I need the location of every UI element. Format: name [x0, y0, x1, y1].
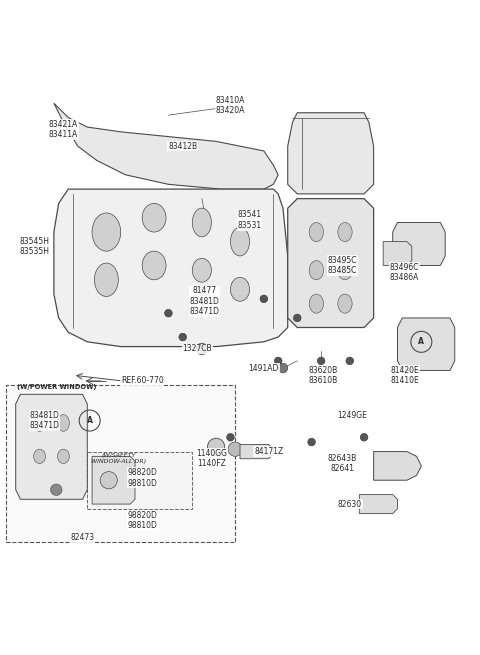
- Text: REF.60-770: REF.60-770: [121, 377, 164, 385]
- Text: 81477
83481D
83471D: 81477 83481D 83471D: [189, 286, 219, 316]
- Text: 1327CB: 1327CB: [182, 345, 212, 354]
- Circle shape: [293, 314, 301, 322]
- Circle shape: [275, 357, 282, 365]
- Polygon shape: [54, 103, 278, 189]
- Text: 83421A
83411A: 83421A 83411A: [49, 120, 78, 139]
- Circle shape: [100, 472, 117, 489]
- Polygon shape: [397, 318, 455, 371]
- Text: (W/SAFETY
WINDOW-ALL DR): (W/SAFETY WINDOW-ALL DR): [91, 453, 146, 464]
- Polygon shape: [360, 495, 397, 514]
- Ellipse shape: [230, 227, 250, 256]
- Ellipse shape: [338, 223, 352, 242]
- FancyBboxPatch shape: [87, 451, 192, 509]
- Text: 82643B
82641: 82643B 82641: [328, 454, 357, 473]
- Polygon shape: [393, 223, 445, 265]
- Ellipse shape: [34, 415, 46, 431]
- Text: 82473: 82473: [71, 533, 95, 542]
- Polygon shape: [16, 394, 87, 499]
- Ellipse shape: [230, 277, 250, 301]
- Text: 83496C
83486A: 83496C 83486A: [390, 263, 420, 282]
- Circle shape: [228, 442, 242, 457]
- Polygon shape: [288, 113, 373, 194]
- Text: A: A: [419, 337, 424, 346]
- Text: A: A: [87, 416, 93, 425]
- Ellipse shape: [92, 213, 120, 251]
- Ellipse shape: [309, 261, 324, 280]
- Text: 84171Z: 84171Z: [254, 447, 283, 456]
- Ellipse shape: [309, 223, 324, 242]
- Text: 81420E
81410E: 81420E 81410E: [390, 365, 419, 385]
- Text: 83412B: 83412B: [168, 141, 197, 151]
- Text: 82630: 82630: [338, 500, 362, 508]
- Circle shape: [260, 295, 268, 303]
- Ellipse shape: [309, 294, 324, 313]
- Polygon shape: [54, 189, 288, 346]
- Polygon shape: [288, 198, 373, 328]
- Text: (W/POWER WINDOW): (W/POWER WINDOW): [16, 384, 96, 390]
- Circle shape: [196, 343, 207, 355]
- Text: 1491AD: 1491AD: [249, 364, 279, 373]
- Ellipse shape: [58, 415, 70, 431]
- Text: 83545H
83535H: 83545H 83535H: [20, 236, 50, 256]
- Circle shape: [360, 434, 368, 441]
- Text: 98820D
98810D: 98820D 98810D: [127, 468, 157, 487]
- Circle shape: [50, 484, 62, 495]
- Polygon shape: [383, 242, 412, 265]
- Text: 83495C
83485C: 83495C 83485C: [328, 255, 357, 275]
- Polygon shape: [92, 457, 135, 504]
- Ellipse shape: [192, 208, 211, 237]
- Polygon shape: [373, 451, 421, 480]
- Text: 83620B
83610B: 83620B 83610B: [309, 365, 338, 385]
- Ellipse shape: [192, 258, 211, 282]
- Ellipse shape: [142, 251, 166, 280]
- Text: 98820D
98810D: 98820D 98810D: [127, 511, 157, 531]
- Ellipse shape: [95, 263, 118, 297]
- Circle shape: [207, 438, 225, 455]
- Text: 1140GG
1140FZ: 1140GG 1140FZ: [196, 449, 227, 468]
- Text: 83481D
83471D: 83481D 83471D: [29, 411, 60, 430]
- Text: 1249GE: 1249GE: [337, 411, 367, 421]
- Polygon shape: [240, 445, 274, 458]
- Ellipse shape: [338, 261, 352, 280]
- Ellipse shape: [34, 449, 46, 464]
- Ellipse shape: [338, 294, 352, 313]
- Circle shape: [308, 438, 315, 446]
- Circle shape: [346, 357, 354, 365]
- Ellipse shape: [142, 204, 166, 232]
- Circle shape: [179, 333, 187, 341]
- Circle shape: [278, 364, 288, 373]
- FancyBboxPatch shape: [6, 384, 235, 542]
- Circle shape: [227, 434, 234, 441]
- Text: 83410A
83420A: 83410A 83420A: [216, 96, 245, 115]
- Ellipse shape: [58, 449, 70, 464]
- Circle shape: [317, 357, 325, 365]
- Circle shape: [165, 309, 172, 317]
- Text: 83541
83531: 83541 83531: [238, 210, 262, 230]
